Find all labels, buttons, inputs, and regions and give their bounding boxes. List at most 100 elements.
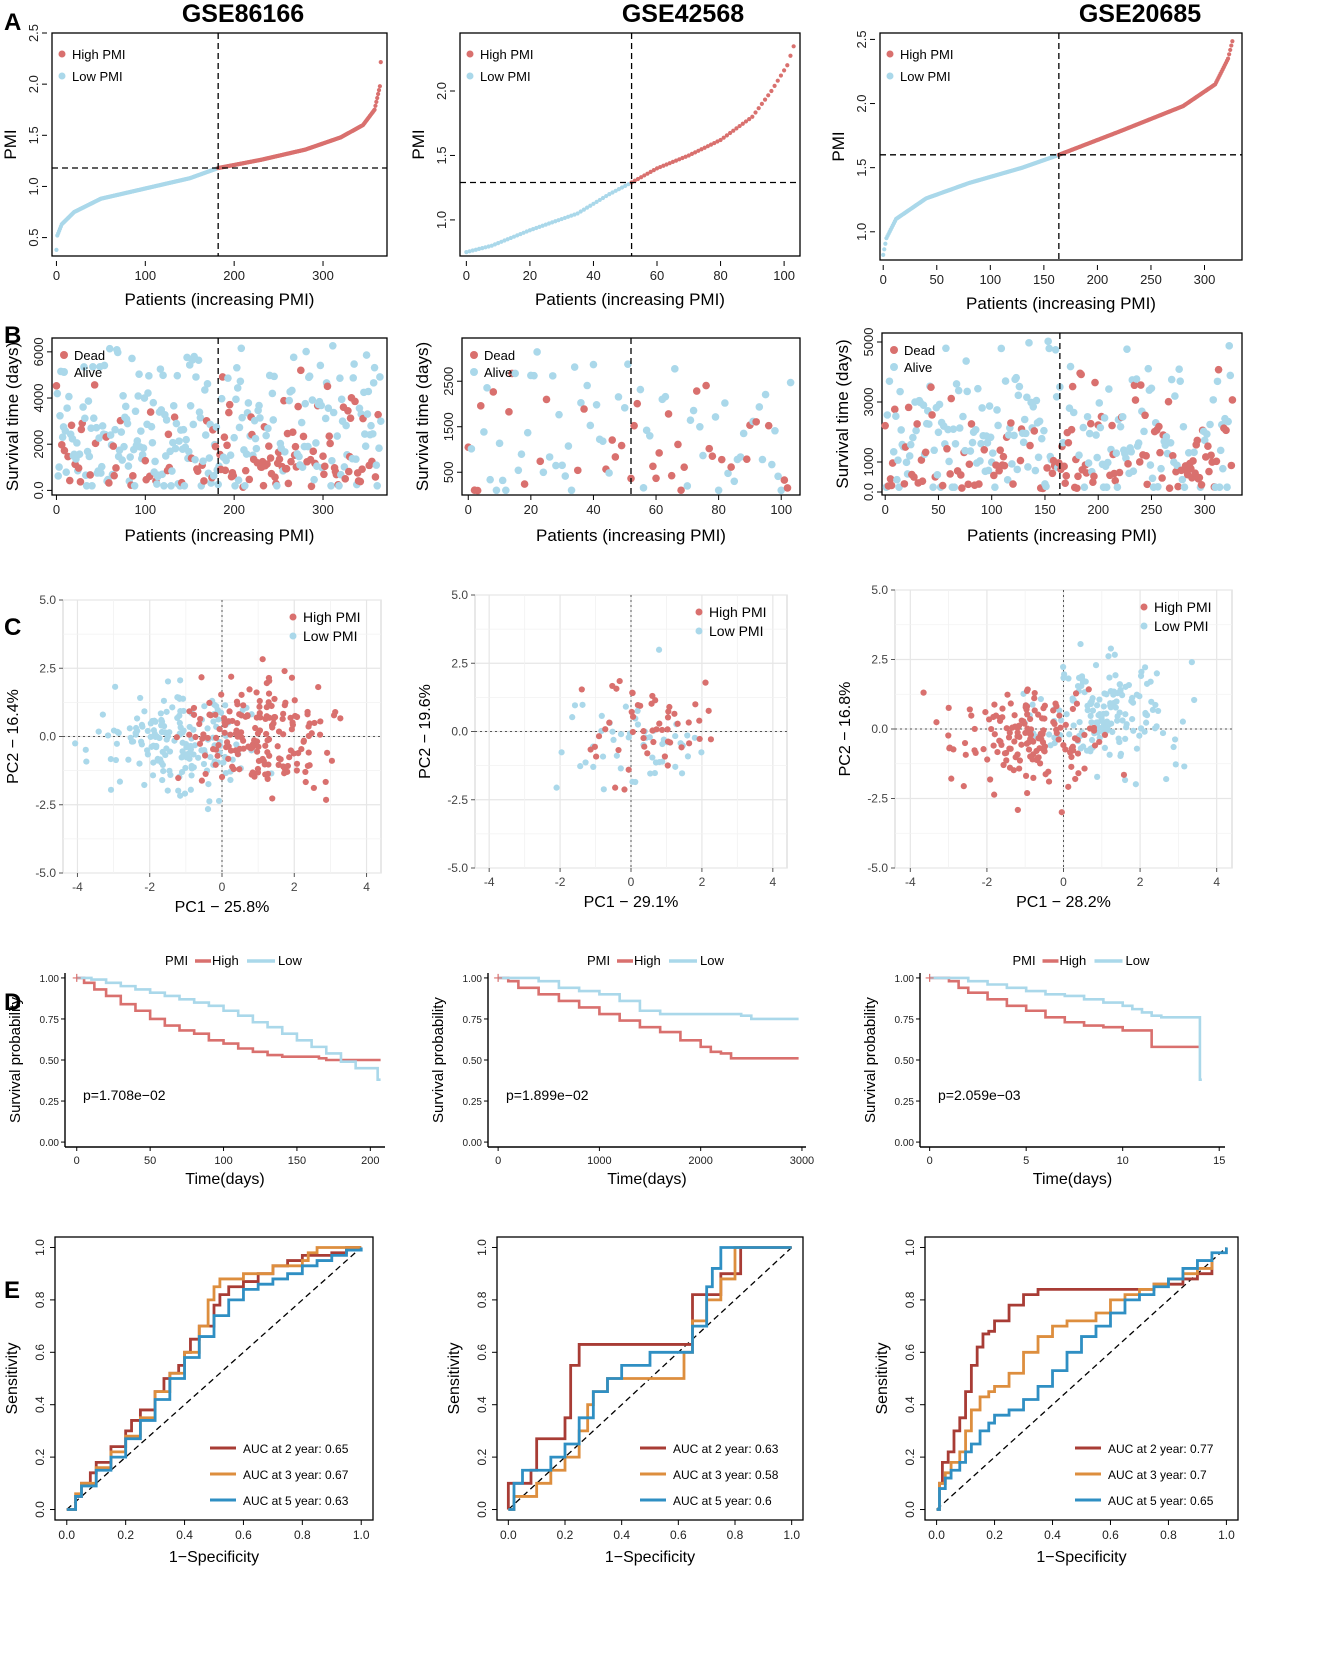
high-pmi-point [1045, 768, 1052, 775]
low-pmi-point [610, 736, 617, 744]
pmi-point [543, 222, 548, 227]
alive-point [56, 411, 64, 420]
alive-point [1095, 399, 1104, 407]
low-pmi-point [177, 792, 184, 799]
alive-point [1105, 385, 1113, 393]
dead-point [1193, 436, 1202, 445]
alive-point [689, 406, 698, 415]
x-tick-label: 200 [223, 502, 245, 517]
legend-label: AUC at 3 year: 0.67 [243, 1468, 349, 1482]
alive-point [126, 453, 134, 461]
alive-point [686, 416, 695, 425]
low-pmi-point [577, 763, 584, 770]
x-tick-label: 100 [134, 502, 156, 517]
low-pmi-point [191, 742, 199, 749]
low-pmi-point [159, 748, 166, 755]
dead-point [995, 466, 1003, 475]
high-pmi-point [1004, 691, 1011, 698]
dead-point [294, 402, 302, 411]
low-pmi-point [149, 717, 156, 725]
pmi-point [597, 197, 602, 203]
low-pmi-point [233, 741, 240, 748]
x-tick-label: 300 [312, 268, 334, 283]
alive-point [548, 372, 557, 380]
pmi-point [1227, 52, 1232, 57]
dead-point [573, 466, 582, 475]
high-pmi-point [671, 710, 678, 717]
high-pmi-point [238, 729, 245, 736]
alive-point [959, 412, 967, 421]
dead-point [320, 462, 329, 471]
dead-point [957, 471, 965, 479]
alive-point [1012, 373, 1021, 382]
x-tick-label: 80 [713, 268, 727, 283]
low-pmi-point [138, 721, 146, 728]
y-axis-label: PMI [1, 129, 20, 159]
alive-point [192, 373, 200, 381]
low-pmi-point [629, 778, 636, 785]
high-pmi-point [933, 719, 940, 726]
plot-frame [881, 332, 1243, 496]
alive-point [169, 402, 178, 410]
high-pmi-point [280, 731, 287, 738]
x-tick-label: 0.4 [1044, 1528, 1061, 1542]
low-pmi-point [1087, 712, 1094, 719]
y-tick-label: 0.0 [451, 725, 468, 739]
pmi-point [616, 187, 621, 192]
y-tick-label: 2.0 [854, 94, 869, 112]
alive-point [1226, 371, 1235, 380]
high-pmi-point [254, 730, 262, 737]
x-axis-label: Time(days) [185, 1171, 264, 1188]
y-tick-label: 0.00 [463, 1138, 483, 1149]
y-axis-label: PC2 − 19.6% [417, 684, 434, 779]
dead-point [141, 456, 150, 465]
x-axis-label: Patients (increasing PMI) [125, 290, 315, 309]
alive-point [329, 408, 338, 417]
alive-point [233, 384, 242, 392]
dead-point [371, 473, 380, 481]
pmi-point [721, 135, 726, 140]
low-pmi-point [1148, 698, 1155, 705]
alive-point [80, 363, 88, 371]
alive-point [1148, 474, 1157, 483]
alive-point [683, 482, 692, 490]
low-pmi-point [678, 770, 686, 777]
legend-low-marker [886, 72, 894, 80]
high-pmi-point [1022, 772, 1030, 779]
alive-point [1132, 375, 1141, 383]
x-tick-label: 250 [1141, 502, 1163, 517]
y-axis-label: Survival time (days) [3, 342, 22, 491]
high-pmi-point [991, 701, 998, 708]
high-pmi-point [653, 726, 660, 733]
low-pmi-point [227, 776, 234, 784]
low-pmi-point [180, 707, 187, 715]
dead-point [289, 428, 297, 437]
legend-alive-marker [60, 368, 68, 376]
y-tick-label: 2.5 [39, 661, 56, 675]
x-axis-label: PC1 − 28.2% [1016, 894, 1111, 911]
alive-point [919, 401, 928, 409]
alive-point [352, 455, 360, 463]
pmi-point [473, 247, 478, 252]
alive-point [337, 395, 346, 404]
legend-label: AUC at 2 year: 0.63 [673, 1442, 779, 1456]
high-pmi-point [1072, 775, 1079, 783]
dead-point [655, 449, 663, 457]
low-pmi-point [1151, 725, 1159, 732]
alive-point [242, 450, 251, 458]
dead-point [356, 477, 365, 486]
high-pmi-point [305, 749, 312, 756]
censor-mark [925, 973, 934, 982]
low-pmi-point [152, 733, 159, 741]
low-pmi-point [571, 702, 579, 709]
y-tick-label: 0.75 [463, 1015, 483, 1026]
alive-point [301, 399, 310, 408]
pmi-point [467, 249, 472, 254]
alive-point [1171, 392, 1179, 400]
alive-point [151, 457, 159, 466]
high-pmi-point [228, 673, 235, 680]
alive-point [335, 482, 343, 490]
dead-point [129, 472, 137, 480]
dead-point [351, 397, 359, 406]
survival-scatter: 0 20 40 60 80 100 500 1500 2500 Patients (increas… [413, 337, 801, 545]
